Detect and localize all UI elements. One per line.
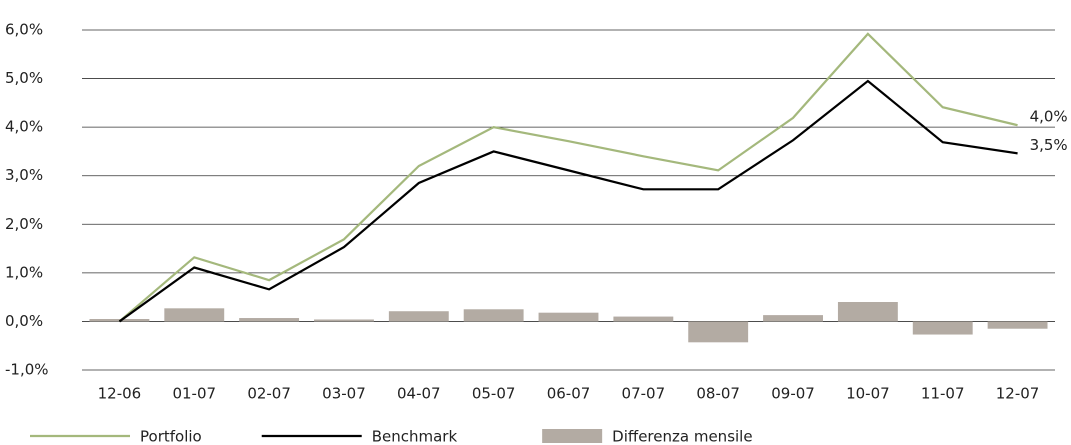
x-tick-label: 12-07 [996,385,1040,403]
bar [763,315,823,322]
x-tick-label: 07-07 [622,385,666,403]
x-tick-label: 05-07 [472,385,516,403]
bar [164,308,225,322]
y-tick-label: 0,0% [5,312,43,330]
y-tick-label: 6,0% [5,21,43,39]
y-tick-label: 2,0% [5,215,43,233]
bar [314,319,374,322]
legend-swatch [542,429,603,443]
y-tick-label: 3,0% [5,166,43,184]
legend-label: Portfolio [140,428,202,445]
bar [837,302,898,322]
x-tick-label: 06-07 [547,385,591,403]
y-tick-label: -1,0% [5,361,49,379]
bar [613,316,674,322]
x-tick-label: 09-07 [771,385,815,403]
bar [463,309,524,322]
x-tick-label: 01-07 [172,385,216,403]
x-tick-label: 10-07 [846,385,890,403]
x-tick-label: 04-07 [397,385,441,403]
bar [912,321,973,335]
value-label: 4,0% [1030,108,1068,126]
y-tick-label: 4,0% [5,118,43,136]
y-tick-label: 5,0% [5,69,43,87]
x-tick-label: 11-07 [921,385,965,403]
bar [538,312,599,322]
bar [688,321,749,343]
x-tick-label: 08-07 [696,385,740,403]
value-label: 3,5% [1030,136,1068,154]
bar [388,311,449,322]
x-tick-label: 03-07 [322,385,366,403]
legend-label: Differenza mensile [612,428,752,445]
bar [987,321,1048,329]
bar [239,318,300,322]
legend-label: Benchmark [372,428,458,445]
x-tick-label: 12-06 [98,385,142,403]
line-series [118,32,1018,323]
x-tick-label: 02-07 [247,385,291,403]
line-series [118,79,1018,323]
y-tick-label: 1,0% [5,263,43,281]
